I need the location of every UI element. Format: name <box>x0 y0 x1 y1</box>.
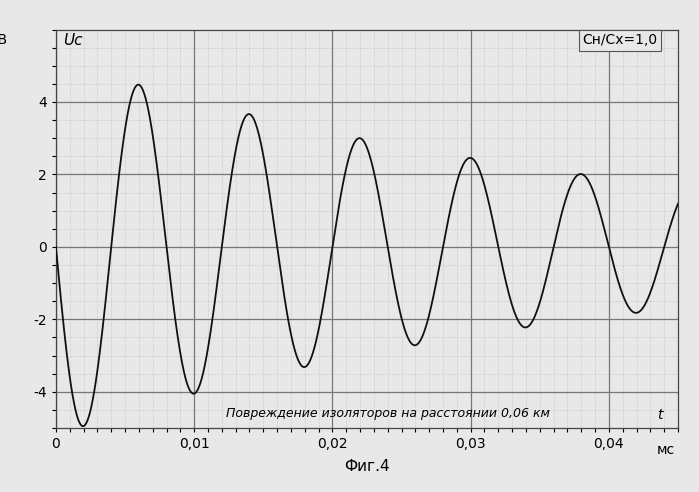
Text: кВ: кВ <box>0 33 8 47</box>
X-axis label: Фиг.4: Фиг.4 <box>344 460 390 474</box>
Text: t: t <box>657 408 663 422</box>
Text: мс: мс <box>657 443 675 457</box>
Text: Uc: Uc <box>63 33 82 48</box>
Text: Cн/Cх=1,0: Cн/Cх=1,0 <box>582 33 657 47</box>
Text: Повреждение изоляторов на расстоянии 0,06 км: Повреждение изоляторов на расстоянии 0,0… <box>226 407 549 420</box>
